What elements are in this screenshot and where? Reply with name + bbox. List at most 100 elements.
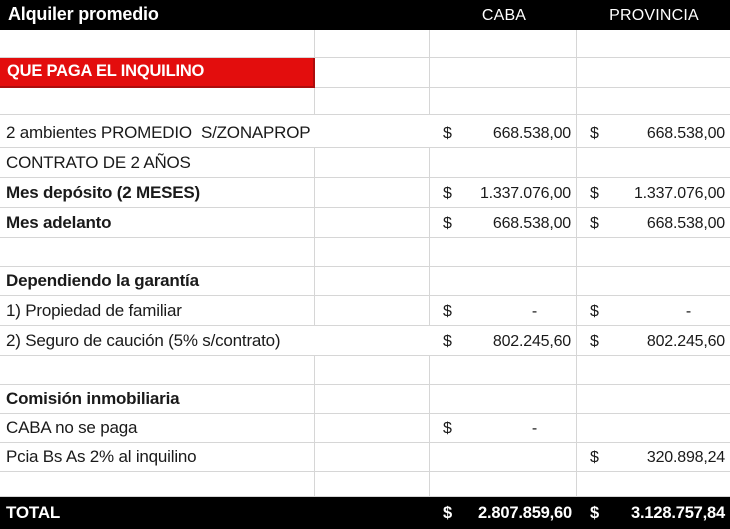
money-cell-provincia: $1.337.076,00 (577, 178, 730, 208)
table-row: Pcia Bs As 2% al inquilino $320.898,24 (0, 443, 730, 472)
total-caba-value: 2.807.859,60 (478, 504, 572, 522)
cell-value: 668.538,00 (646, 125, 725, 142)
cell-value: - (685, 303, 691, 320)
empty-cell (577, 267, 730, 296)
empty-cell (0, 238, 315, 267)
empty-cell (315, 443, 430, 472)
cell-value: 668.538,00 (492, 215, 571, 232)
row-label: Dependiendo la garantía (0, 267, 315, 296)
money-cell-provincia: $802.245,60 (577, 326, 730, 356)
row-label: Mes depósito (2 MESES) (0, 178, 315, 208)
cell-value: - (531, 420, 537, 437)
cell-value: 1.337.076,00 (479, 185, 571, 202)
blank-row (0, 356, 730, 385)
cell-value: 802.245,60 (492, 333, 571, 350)
blank-row (0, 88, 730, 115)
table-row: CABA no se paga $ - (0, 414, 730, 443)
money-cell-caba: $802.245,60 (430, 326, 577, 356)
empty-cell (577, 88, 730, 115)
page-title: Alquiler promedio (8, 4, 159, 24)
cell-value: 802.245,60 (646, 333, 725, 350)
currency-symbol: $ (590, 333, 599, 350)
currency-symbol: $ (590, 449, 599, 466)
empty-cell (577, 148, 730, 178)
empty-cell (315, 178, 430, 208)
empty-cell (430, 88, 577, 115)
row-label: Pcia Bs As 2% al inquilino (0, 443, 315, 472)
cell-value: - (531, 303, 537, 320)
empty-cell (315, 267, 430, 296)
empty-cell (430, 443, 577, 472)
empty-cell (577, 356, 730, 385)
empty-cell (577, 58, 730, 88)
empty-cell (577, 472, 730, 497)
empty-cell (577, 385, 730, 414)
blank-row (0, 238, 730, 267)
row-label: Mes adelanto (0, 208, 315, 238)
money-cell-provincia: $ - (577, 296, 730, 326)
empty-cell (0, 356, 315, 385)
empty-cell (430, 472, 577, 497)
total-provincia-cell: $ 3.128.757,84 (577, 497, 730, 529)
empty-cell (315, 356, 430, 385)
currency-symbol: $ (443, 333, 452, 350)
blank-row (0, 30, 730, 58)
empty-cell (315, 472, 430, 497)
money-cell-caba: $ - (430, 296, 577, 326)
money-cell-caba: $668.538,00 (430, 115, 577, 148)
empty-cell (315, 296, 430, 326)
table-row: Dependiendo la garantía (0, 267, 730, 296)
empty-cell (315, 414, 430, 443)
blank-row (0, 472, 730, 497)
currency-symbol: $ (443, 185, 452, 202)
banner-que-paga: QUE PAGA EL INQUILINO (0, 58, 315, 88)
currency-symbol: $ (590, 125, 599, 142)
empty-cell (430, 58, 577, 88)
empty-cell (315, 30, 430, 58)
empty-cell (577, 30, 730, 58)
total-spacer (315, 497, 430, 529)
cell-value: 668.538,00 (646, 215, 725, 232)
banner-row: QUE PAGA EL INQUILINO (0, 58, 730, 88)
total-caba-cell: $ 2.807.859,60 (430, 497, 577, 529)
column-header-caba: CABA (481, 7, 527, 24)
table-row: 2) Seguro de caución (5% s/contrato) $802… (0, 326, 730, 356)
currency-symbol: $ (590, 185, 599, 202)
total-label: TOTAL (6, 503, 61, 522)
table-row: Mes depósito (2 MESES) $1.337.076,00 $1.33… (0, 178, 730, 208)
empty-cell (430, 356, 577, 385)
money-cell-caba: $668.538,00 (430, 208, 577, 238)
table-row: CONTRATO DE 2 AÑOS (0, 148, 730, 178)
column-header-provincia: PROVINCIA (609, 7, 699, 24)
cell-value: 320.898,24 (646, 449, 725, 466)
row-label: 1) Propiedad de familiar (0, 296, 315, 326)
empty-cell (0, 88, 315, 115)
empty-cell (577, 414, 730, 443)
table-row: Comisión inmobiliaria (0, 385, 730, 414)
empty-cell (315, 208, 430, 238)
currency-symbol: $ (443, 215, 452, 232)
currency-symbol: $ (590, 303, 599, 320)
cell-value: 668.538,00 (492, 125, 571, 142)
header-spacer (315, 0, 430, 30)
row-label: CABA no se paga (0, 414, 315, 443)
money-cell-provincia: $668.538,00 (577, 115, 730, 148)
header-row: Alquiler promedio CABA PROVINCIA (0, 0, 730, 30)
empty-cell (315, 238, 430, 267)
empty-cell (430, 30, 577, 58)
money-cell-caba: $ - (430, 414, 577, 443)
empty-cell (430, 385, 577, 414)
money-cell-caba: $1.337.076,00 (430, 178, 577, 208)
currency-symbol: $ (590, 215, 599, 232)
empty-cell (315, 148, 430, 178)
empty-cell (315, 385, 430, 414)
row-label: Comisión inmobiliaria (0, 385, 315, 414)
table-row: Mes adelanto $668.538,00 $668.538,00 (0, 208, 730, 238)
table-body: QUE PAGA EL INQUILINO 2 ambientes PROMEDI… (0, 30, 730, 497)
empty-cell (430, 267, 577, 296)
row-label: 2) Seguro de caución (5% s/contrato) (0, 326, 430, 356)
currency-symbol: $ (443, 125, 452, 142)
row-label: CONTRATO DE 2 AÑOS (0, 148, 315, 178)
cell-value: 1.337.076,00 (633, 185, 725, 202)
